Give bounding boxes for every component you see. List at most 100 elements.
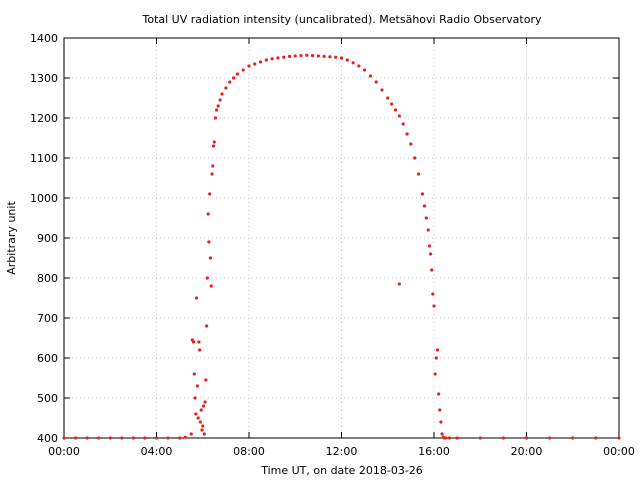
data-point	[62, 436, 66, 440]
y-tick-label: 1300	[30, 72, 58, 85]
x-axis-label: Time UT, on date 2018-03-26	[260, 464, 423, 477]
data-point	[310, 54, 315, 58]
data-point	[617, 436, 621, 440]
data-point	[428, 252, 433, 256]
data-point	[305, 53, 309, 57]
data-point	[432, 304, 436, 308]
data-point	[328, 55, 332, 59]
y-tick-label: 1400	[30, 32, 58, 45]
data-point	[210, 172, 214, 176]
data-point	[208, 256, 213, 260]
data-point	[374, 80, 378, 84]
data-point	[422, 204, 426, 208]
x-tick-label: 12:00	[326, 445, 358, 458]
data-point	[316, 54, 320, 58]
data-point	[199, 408, 203, 412]
data-point	[433, 372, 437, 376]
data-point	[143, 436, 147, 440]
data-point	[478, 436, 482, 440]
data-point	[201, 424, 205, 428]
chart-title: Total UV radiation intensity (uncalibrat…	[142, 13, 542, 26]
data-point	[258, 60, 263, 64]
data-point	[208, 192, 212, 196]
data-point	[424, 216, 428, 220]
grid-lines	[64, 38, 619, 438]
data-point	[334, 55, 338, 59]
data-point	[386, 96, 390, 100]
data-point	[420, 192, 425, 196]
data-point	[409, 142, 413, 146]
data-point	[524, 436, 529, 440]
y-tick-label: 800	[37, 272, 58, 285]
data-point	[322, 54, 326, 59]
data-point	[287, 54, 292, 59]
data-point	[437, 392, 441, 396]
data-point	[154, 436, 159, 440]
data-point	[548, 436, 552, 440]
data-point	[202, 432, 206, 436]
data-point	[345, 58, 349, 62]
data-point	[228, 80, 232, 84]
data-point	[206, 212, 210, 216]
data-point	[197, 340, 201, 344]
data-point	[270, 57, 274, 61]
data-point	[235, 72, 240, 76]
y-tick-label: 400	[37, 432, 58, 445]
data-point	[241, 68, 245, 72]
data-point	[213, 116, 218, 120]
data-point	[435, 348, 440, 352]
data-point	[209, 284, 213, 288]
data-point	[401, 122, 405, 126]
data-point	[253, 62, 257, 66]
data-point	[431, 292, 435, 296]
x-tick-label: 04:00	[141, 445, 173, 458]
data-point	[282, 55, 286, 59]
data-point	[212, 140, 216, 144]
data-point	[443, 436, 448, 440]
data-point	[438, 408, 442, 412]
data-point	[439, 420, 443, 424]
data-point	[207, 240, 211, 244]
data-point	[571, 436, 575, 440]
data-point	[397, 282, 401, 286]
data-point	[247, 64, 251, 68]
data-point	[405, 132, 409, 136]
data-point	[390, 102, 394, 106]
data-point	[203, 400, 207, 404]
data-point	[594, 436, 598, 440]
data-point	[351, 61, 355, 65]
data-points	[62, 53, 621, 440]
data-point	[198, 348, 202, 352]
data-point	[447, 436, 452, 440]
data-point	[166, 436, 170, 440]
x-tick-label: 08:00	[233, 445, 265, 458]
data-point	[231, 76, 236, 80]
data-point	[85, 436, 89, 440]
data-point	[393, 108, 398, 112]
data-point	[192, 372, 196, 376]
data-point	[357, 64, 361, 68]
data-point	[434, 356, 438, 360]
y-tick-label: 700	[37, 312, 58, 325]
data-point	[189, 432, 193, 436]
data-point	[183, 435, 188, 439]
data-point	[416, 172, 421, 176]
data-point	[293, 54, 297, 58]
data-point	[204, 378, 208, 382]
data-point	[211, 144, 216, 148]
x-tick-label: 16:00	[418, 445, 450, 458]
axis-ticks: 00:00 04:00 08:00 12:00 16:00 20:00 00:0040050…	[30, 32, 635, 458]
data-point	[501, 436, 505, 440]
data-point	[97, 436, 101, 440]
y-tick-label: 600	[37, 352, 58, 365]
data-point	[218, 98, 222, 102]
data-point	[205, 324, 209, 328]
data-point	[131, 436, 135, 440]
data-point	[368, 74, 373, 78]
y-tick-label: 1200	[30, 112, 58, 125]
x-tick-label: 00:00	[603, 445, 635, 458]
data-point	[264, 58, 268, 62]
data-point	[397, 114, 401, 118]
y-tick-label: 900	[37, 232, 58, 245]
